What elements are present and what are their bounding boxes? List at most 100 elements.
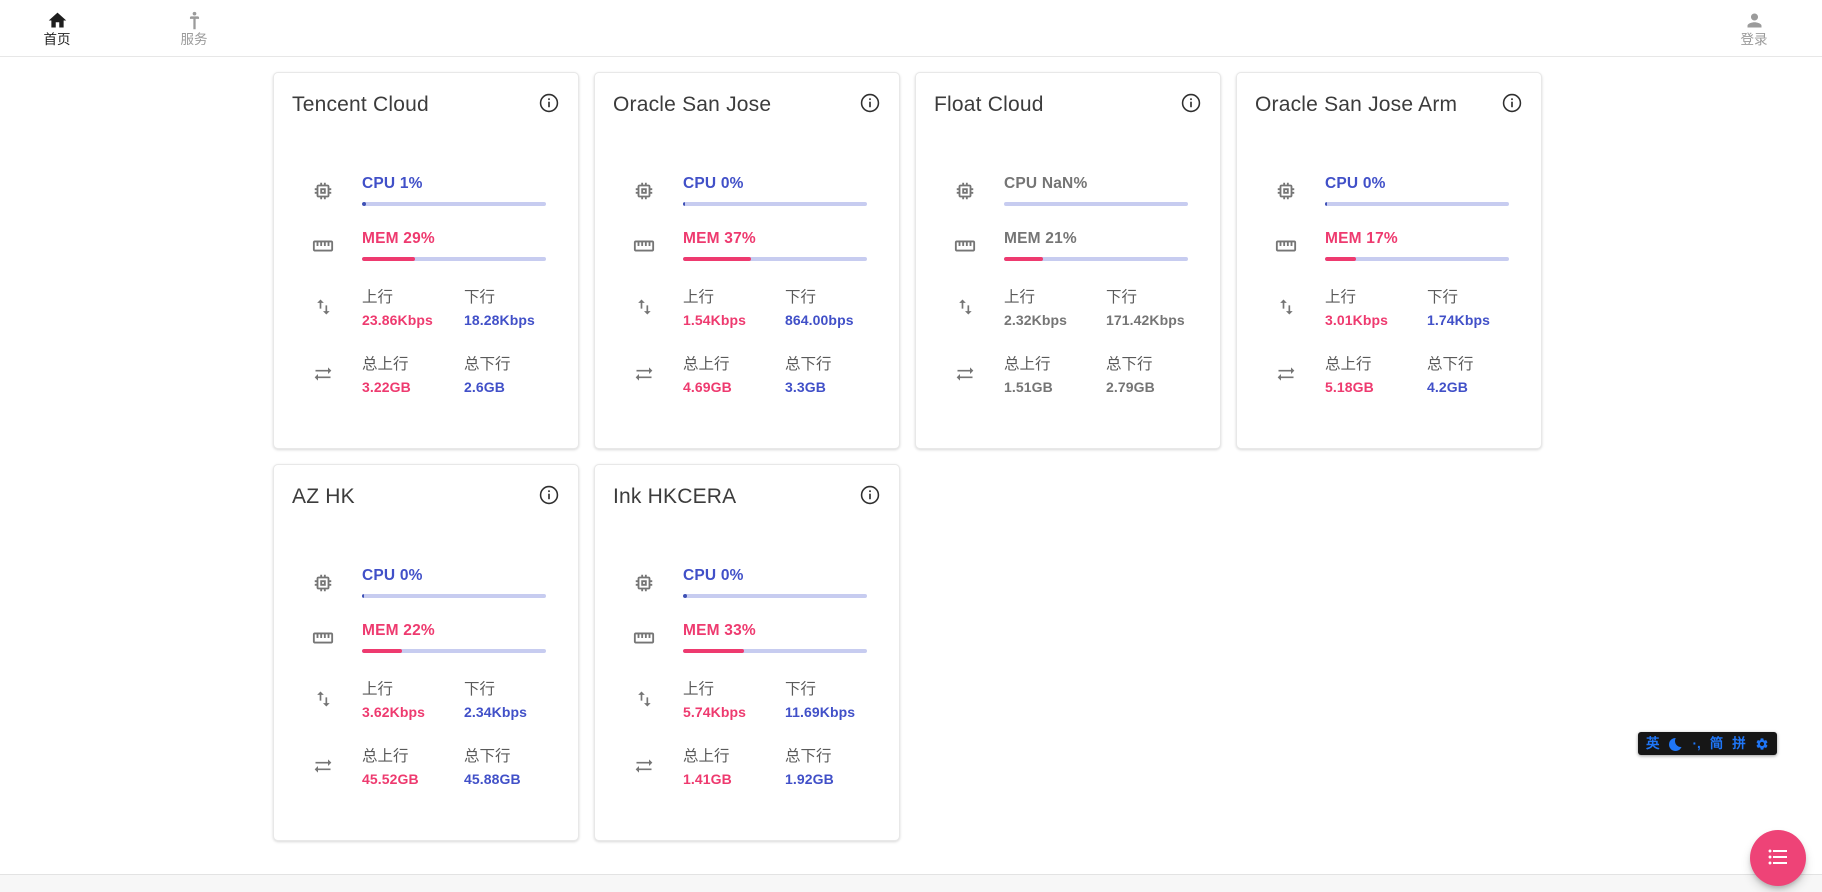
- nav-services-label: 服务: [180, 31, 208, 47]
- total-download-label: 总下行: [464, 356, 511, 373]
- upload-label: 上行: [683, 289, 715, 306]
- mem-progress-bar: [362, 257, 546, 261]
- ime-simplified-toggle[interactable]: 简: [1709, 735, 1724, 751]
- total-traffic-row: 总上行 45.52GB 总下行 45.88GB: [292, 744, 560, 787]
- mem-progress-bar: [362, 649, 546, 653]
- mem-progress-fill: [362, 257, 416, 261]
- account-icon: [1744, 10, 1765, 31]
- network-speed-row: 上行 3.01Kbps 下行 1.74Kbps: [1255, 285, 1523, 328]
- server-info-button[interactable]: [536, 483, 562, 509]
- server-name: Float Cloud: [934, 93, 1044, 116]
- cpu-row: CPU NaN%: [934, 175, 1202, 206]
- server-info-button[interactable]: [857, 91, 883, 117]
- nav-item-login[interactable]: 登录: [1697, 0, 1811, 56]
- server-card: AZ HK CPU 0%: [273, 464, 579, 841]
- server-info-button[interactable]: [857, 483, 883, 509]
- download-value: 171.42Kbps: [1106, 312, 1185, 328]
- download-value: 11.69Kbps: [785, 704, 856, 720]
- mem-progress-bar: [683, 649, 867, 653]
- upload-label: 上行: [683, 681, 715, 698]
- swap-arrows-icon: [633, 756, 655, 776]
- cpu-chip-icon: [312, 572, 334, 594]
- total-download-value: 45.88GB: [464, 771, 521, 787]
- nav-login-label: 登录: [1740, 31, 1768, 47]
- info-icon: [538, 484, 560, 509]
- cpu-progress-fill: [362, 594, 364, 598]
- cpu-progress-bar: [362, 202, 546, 206]
- nav-item-services[interactable]: 服务: [137, 0, 251, 56]
- total-traffic-row: 总上行 3.22GB 总下行 2.6GB: [292, 352, 560, 395]
- cpu-progress-fill: [683, 594, 687, 598]
- upload-label: 上行: [1004, 289, 1036, 306]
- mem-progress-fill: [362, 649, 403, 653]
- ime-punctuation-toggle[interactable]: ·,: [1692, 735, 1701, 751]
- server-card: Oracle San Jose Arm CPU 0%: [1236, 72, 1542, 449]
- download-value: 18.28Kbps: [464, 312, 535, 328]
- total-upload-label: 总上行: [362, 748, 409, 765]
- cpu-row: CPU 1%: [292, 175, 560, 206]
- ruler-icon: [633, 235, 655, 257]
- mem-progress-bar: [1004, 257, 1188, 261]
- info-icon: [859, 484, 881, 509]
- cpu-usage-label: CPU NaN%: [1004, 175, 1088, 192]
- person-figure-icon: [184, 10, 205, 31]
- info-icon: [1180, 92, 1202, 117]
- cpu-chip-icon: [1275, 180, 1297, 202]
- up-down-arrows-icon: [312, 297, 334, 317]
- total-upload-value: 3.22GB: [362, 379, 411, 395]
- download-value: 864.00bps: [785, 312, 854, 328]
- mem-row: MEM 17%: [1255, 230, 1523, 261]
- total-upload-label: 总上行: [362, 356, 409, 373]
- ime-toolbar: 英 ·, 简 拼: [1638, 732, 1777, 755]
- swap-arrows-icon: [312, 364, 334, 384]
- total-upload-label: 总上行: [683, 748, 730, 765]
- total-upload-value: 4.69GB: [683, 379, 732, 395]
- up-down-arrows-icon: [954, 297, 976, 317]
- total-download-label: 总下行: [1106, 356, 1153, 373]
- ime-settings-gear-icon[interactable]: [1755, 737, 1769, 751]
- footer-strip: [0, 874, 1822, 892]
- total-upload-value: 45.52GB: [362, 771, 419, 787]
- ime-english-toggle[interactable]: 英: [1646, 735, 1660, 751]
- server-info-button[interactable]: [1499, 91, 1525, 117]
- server-stats: CPU 0% MEM 33%: [613, 567, 881, 787]
- download-value: 2.34Kbps: [464, 704, 528, 720]
- cpu-usage-label: CPU 0%: [362, 567, 423, 584]
- ruler-icon: [633, 627, 655, 649]
- total-upload-value: 5.18GB: [1325, 379, 1374, 395]
- cpu-row: CPU 0%: [613, 567, 881, 598]
- download-label: 下行: [785, 289, 817, 306]
- server-list-fab[interactable]: [1750, 830, 1806, 886]
- list-icon: [1766, 845, 1790, 872]
- network-speed-row: 上行 23.86Kbps 下行 18.28Kbps: [292, 285, 560, 328]
- upload-label: 上行: [1325, 289, 1357, 306]
- total-upload-value: 1.51GB: [1004, 379, 1053, 395]
- upload-value: 3.62Kbps: [362, 704, 426, 720]
- server-info-button[interactable]: [536, 91, 562, 117]
- total-upload-label: 总上行: [1325, 356, 1372, 373]
- cpu-chip-icon: [954, 180, 976, 202]
- total-download-label: 总下行: [1427, 356, 1474, 373]
- total-traffic-row: 总上行 4.69GB 总下行 3.3GB: [613, 352, 881, 395]
- cpu-progress-fill: [362, 202, 366, 206]
- download-label: 下行: [1106, 289, 1138, 306]
- nav-item-home[interactable]: 首页: [0, 0, 114, 56]
- server-card: Oracle San Jose CPU 0%: [594, 72, 900, 449]
- mem-row: MEM 29%: [292, 230, 560, 261]
- ruler-icon: [954, 235, 976, 257]
- mem-progress-fill: [1004, 257, 1043, 261]
- download-label: 下行: [785, 681, 817, 698]
- total-download-label: 总下行: [785, 356, 832, 373]
- total-download-label: 总下行: [785, 748, 832, 765]
- download-value: 1.74Kbps: [1427, 312, 1491, 328]
- up-down-arrows-icon: [312, 689, 334, 709]
- network-speed-row: 上行 5.74Kbps 下行 11.69Kbps: [613, 677, 881, 720]
- ime-pinyin-toggle[interactable]: 拼: [1732, 735, 1746, 751]
- server-stats: CPU 0% MEM 22%: [292, 567, 560, 787]
- mem-row: MEM 33%: [613, 622, 881, 653]
- ime-fullwidth-moon-icon[interactable]: [1668, 736, 1684, 751]
- server-name: Oracle San Jose Arm: [1255, 93, 1458, 116]
- server-card: Tencent Cloud CPU 1%: [273, 72, 579, 449]
- server-info-button[interactable]: [1178, 91, 1204, 117]
- cpu-progress-bar: [683, 202, 867, 206]
